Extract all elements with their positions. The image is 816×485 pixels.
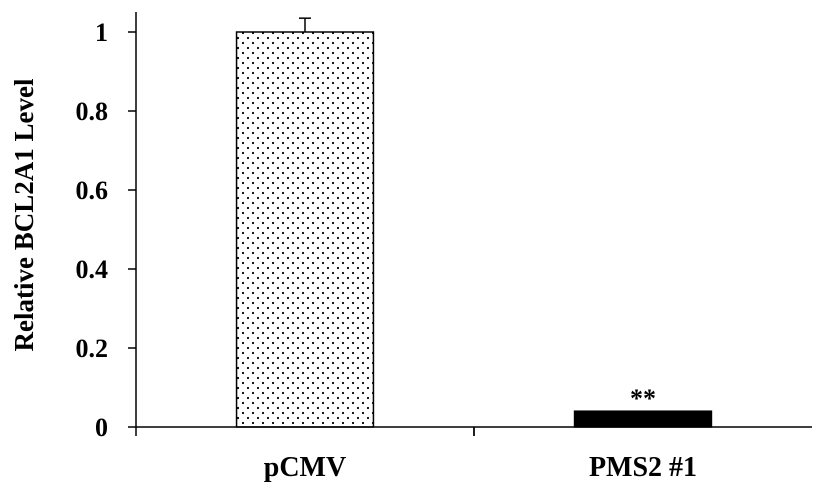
- bar-pcmv: [235, 31, 375, 428]
- y-tick-label: 1: [95, 18, 108, 47]
- y-tick-label: 0.6: [76, 176, 109, 205]
- bars-layer: [235, 31, 713, 428]
- error-bars-layer: [299, 17, 311, 32]
- bar-pms2-1: [573, 410, 713, 428]
- x-category-label: pCMV: [264, 452, 346, 483]
- x-ticks-layer: pCMV PMS2 #1: [135, 427, 697, 483]
- y-tick-label: 0.8: [76, 97, 109, 126]
- x-category-label: PMS2 #1: [589, 452, 697, 483]
- y-tick-label: 0.4: [76, 255, 109, 284]
- y-axis-title: Relative BCL2A1 Level: [9, 78, 39, 351]
- y-tick-label: 0: [95, 413, 108, 442]
- y-ticks-layer: 0 0.2 0.4 0.6 0.8 1: [76, 18, 136, 442]
- significance-marker: **: [630, 384, 656, 413]
- y-tick-label: 0.2: [76, 334, 109, 363]
- annotations-layer: **: [630, 384, 656, 413]
